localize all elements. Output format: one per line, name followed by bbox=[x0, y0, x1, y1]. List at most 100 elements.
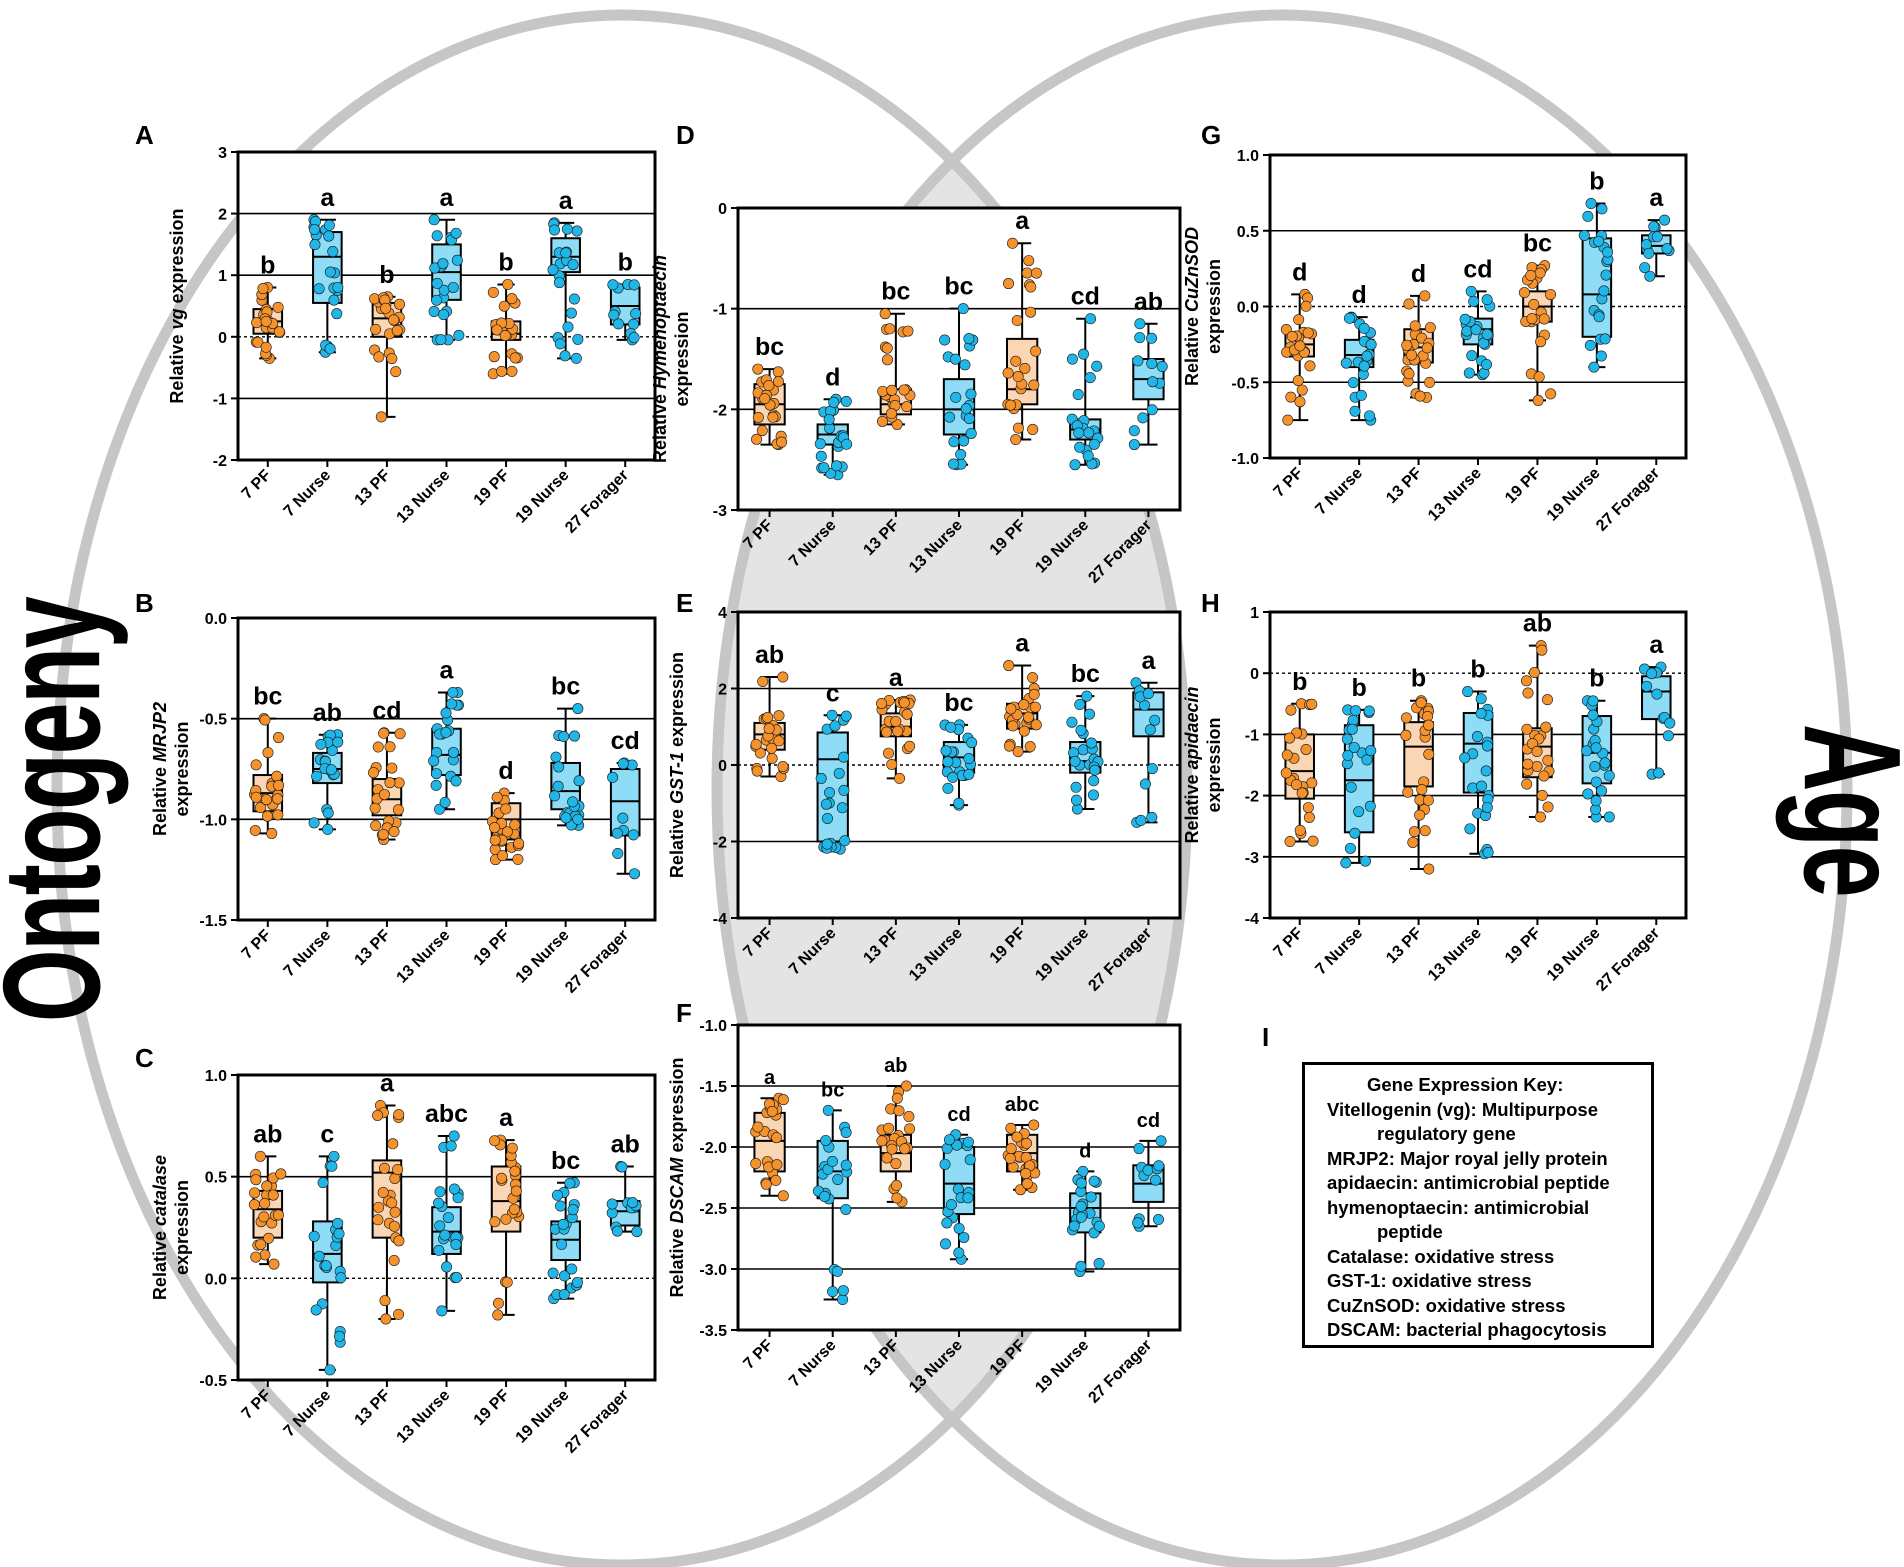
data-point bbox=[1423, 719, 1435, 731]
data-point bbox=[328, 294, 340, 306]
y-tick-label: -0.5 bbox=[199, 712, 227, 729]
data-point bbox=[886, 758, 898, 770]
significance-letter: b bbox=[379, 261, 394, 289]
data-point bbox=[777, 671, 789, 683]
y-tick-label: 0.5 bbox=[205, 1170, 227, 1187]
data-point bbox=[1661, 243, 1673, 255]
x-tick-label: 7 PF bbox=[740, 1337, 776, 1373]
y-tick-label: 0.0 bbox=[205, 611, 227, 628]
data-point bbox=[1085, 1191, 1097, 1203]
box-7-nurse: d bbox=[1340, 281, 1377, 426]
y-axis-label-line2: expression bbox=[172, 1180, 192, 1275]
data-point bbox=[1296, 787, 1308, 799]
y-tick-label: -2 bbox=[713, 835, 727, 852]
data-point bbox=[612, 318, 624, 330]
data-point bbox=[772, 376, 784, 388]
data-point bbox=[1085, 313, 1097, 325]
data-point bbox=[833, 767, 845, 779]
data-point bbox=[1400, 712, 1412, 724]
y-tick-label: -3.0 bbox=[699, 1262, 727, 1279]
data-point bbox=[392, 1164, 404, 1176]
y-axis-label: Relative GST-1 expression bbox=[667, 652, 687, 878]
data-point bbox=[1011, 314, 1023, 326]
data-point bbox=[255, 1238, 267, 1250]
data-point bbox=[1028, 688, 1040, 700]
data-point bbox=[876, 1135, 888, 1147]
data-point bbox=[958, 435, 970, 447]
y-tick-label: -2 bbox=[713, 402, 727, 419]
data-point bbox=[431, 294, 443, 306]
data-point bbox=[819, 1190, 831, 1202]
data-point bbox=[380, 1313, 392, 1325]
data-point bbox=[815, 772, 827, 784]
data-point bbox=[904, 1123, 916, 1135]
significance-letter: a bbox=[1141, 647, 1156, 675]
data-point bbox=[441, 1261, 453, 1273]
data-point bbox=[252, 336, 264, 348]
data-point bbox=[372, 741, 384, 753]
data-point bbox=[1292, 375, 1304, 387]
data-point bbox=[564, 1177, 576, 1189]
significance-letter: c bbox=[826, 679, 840, 707]
data-point bbox=[311, 770, 323, 782]
data-point bbox=[373, 1201, 385, 1213]
data-point bbox=[1156, 360, 1168, 372]
data-point bbox=[428, 755, 440, 767]
data-point bbox=[310, 1304, 322, 1316]
significance-letter: a bbox=[1015, 630, 1030, 658]
panel-g: Gd d d cd bc b a -1.0 -0.5 0.0 0.5 1.0 7 PF 7 Nurse 13… bbox=[1182, 120, 1688, 535]
x-tick-label: 13 PF bbox=[352, 467, 394, 509]
y-tick-label: -3.5 bbox=[699, 1323, 727, 1340]
gene-expression-key: Gene Expression Key: Vitellogenin (vg): … bbox=[1302, 1062, 1654, 1348]
data-point bbox=[446, 698, 458, 710]
data-point bbox=[1423, 748, 1435, 760]
data-point bbox=[839, 835, 851, 847]
data-point bbox=[1639, 262, 1651, 274]
box-7-pf: a bbox=[750, 1067, 789, 1202]
data-point bbox=[1005, 1143, 1017, 1155]
x-tick-label: 27 Forager bbox=[562, 467, 632, 537]
box-27-forager: a bbox=[1130, 647, 1165, 828]
data-point bbox=[386, 762, 398, 774]
data-point bbox=[388, 1220, 400, 1232]
data-point bbox=[492, 1309, 504, 1321]
data-point bbox=[1590, 742, 1602, 754]
data-point bbox=[393, 1308, 405, 1320]
data-point bbox=[272, 809, 284, 821]
data-point bbox=[1146, 332, 1158, 344]
data-point bbox=[562, 321, 574, 333]
data-point bbox=[1300, 300, 1312, 312]
box-7-pf: ab bbox=[248, 1120, 287, 1270]
significance-letter: a bbox=[1649, 631, 1664, 659]
data-point bbox=[1285, 391, 1297, 403]
box-19-pf: abc bbox=[1002, 1094, 1041, 1196]
data-point bbox=[837, 1285, 849, 1297]
data-point bbox=[260, 794, 272, 806]
data-point bbox=[1012, 371, 1024, 383]
data-point bbox=[335, 1272, 347, 1284]
data-point bbox=[379, 1295, 391, 1307]
box-7-nurse: ab bbox=[308, 699, 344, 835]
data-point bbox=[776, 436, 788, 448]
data-point bbox=[334, 1330, 346, 1342]
data-point bbox=[1596, 203, 1608, 215]
data-point bbox=[828, 396, 840, 408]
data-point bbox=[1084, 708, 1096, 720]
data-point bbox=[1018, 699, 1030, 711]
data-point bbox=[1585, 197, 1597, 209]
data-point bbox=[947, 771, 959, 783]
data-point bbox=[453, 329, 465, 341]
data-point bbox=[384, 777, 396, 789]
data-point bbox=[827, 1286, 839, 1298]
data-point bbox=[1069, 459, 1081, 471]
y-axis-label-line2: expression bbox=[1204, 717, 1224, 812]
data-point bbox=[631, 1226, 643, 1238]
key-line-catalase: Catalase: oxidative stress bbox=[1327, 1245, 1555, 1267]
data-point bbox=[447, 686, 459, 698]
box-13-pf: d bbox=[1401, 260, 1436, 403]
data-point bbox=[877, 385, 889, 397]
data-point bbox=[1285, 704, 1297, 716]
data-point bbox=[489, 1216, 501, 1228]
data-point bbox=[1083, 427, 1095, 439]
data-point bbox=[1346, 723, 1358, 735]
